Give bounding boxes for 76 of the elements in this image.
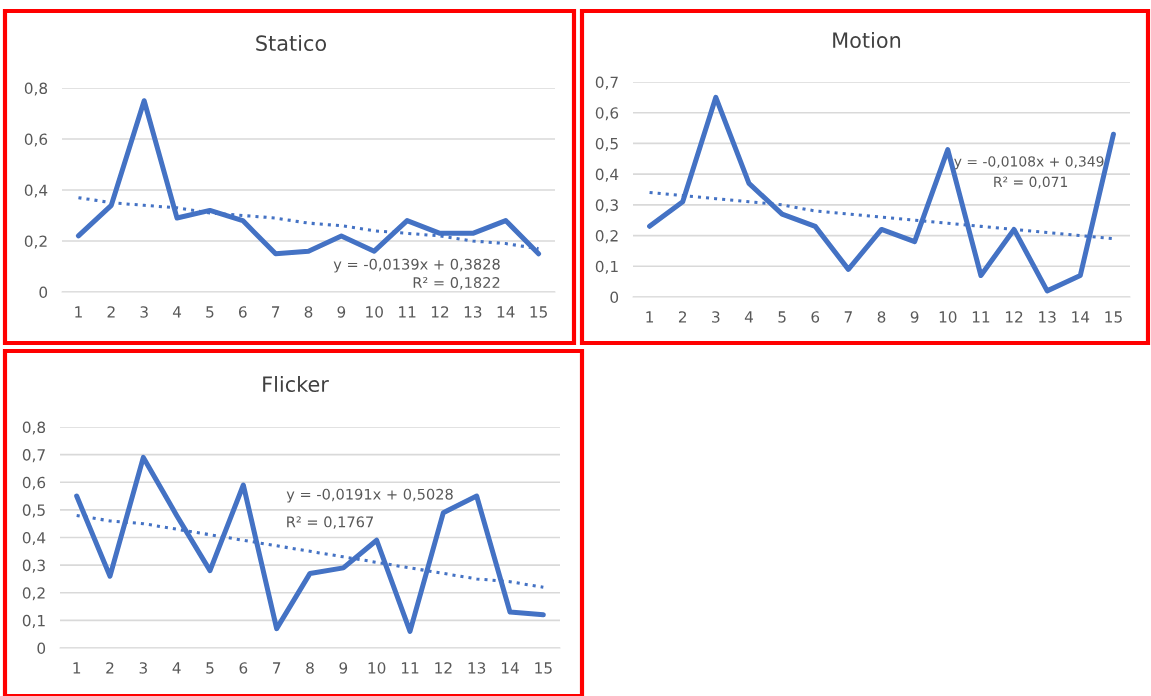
x-tick-label: 10 — [939, 311, 957, 323]
x-tick-label: 12 — [1005, 311, 1023, 323]
y-tick-label: 0,4 — [22, 531, 46, 546]
x-tick-label: 11 — [399, 306, 416, 318]
x-tick-label: 6 — [811, 311, 820, 323]
x-tick-label: 9 — [910, 311, 919, 323]
annotation: y = -0,0191x + 0,5028 — [286, 488, 453, 503]
y-tick-label: 0,2 — [22, 587, 45, 601]
x-tick-label: 13 — [1039, 311, 1056, 323]
x-tick-label: 13 — [464, 306, 482, 318]
y-tick-label: 0,8 — [22, 421, 46, 435]
x-tick-label: 9 — [337, 306, 346, 318]
y-tick-label: 0,6 — [22, 476, 46, 490]
x-tick-label: 15 — [1105, 311, 1122, 323]
y-tick-label: 0,5 — [22, 504, 45, 518]
y-tick-label: 0,3 — [22, 559, 45, 573]
x-tick-label: 5 — [206, 306, 214, 318]
y-tick-label: 0,6 — [24, 133, 48, 147]
y-tick-label: 0 — [37, 642, 46, 655]
x-tick-label: 11 — [972, 311, 990, 323]
x-tick-label: 6 — [238, 306, 247, 318]
x-tick-label: 2 — [106, 662, 114, 674]
chart-title: Flicker — [263, 375, 329, 393]
x-tick-label: 13 — [468, 662, 486, 674]
x-tick-label: 7 — [273, 662, 281, 674]
x-tick-label: 11 — [401, 662, 419, 674]
x-tick-label: 5 — [206, 662, 214, 674]
y-tick-label: 0,2 — [24, 235, 47, 249]
x-tick-label: 12 — [431, 306, 449, 318]
x-tick-label: 4 — [172, 662, 181, 674]
annotation: y = -0,0139x + 0,3828 — [333, 258, 500, 273]
y-tick-label: 0 — [610, 291, 619, 304]
x-tick-label: 12 — [435, 662, 452, 674]
y-tick-label: 0,3 — [595, 199, 618, 213]
x-tick-label: 1 — [75, 306, 82, 318]
x-tick-label: 4 — [172, 306, 182, 318]
y-tick-label: 0,5 — [595, 137, 618, 152]
x-tick-label: 6 — [239, 662, 248, 674]
y-tick-label: 0,4 — [24, 184, 48, 198]
y-tick-label: 0,1 — [595, 260, 618, 274]
annotation: R² = 0,1822 — [413, 277, 500, 290]
x-tick-label: 2 — [678, 311, 687, 323]
y-tick-label: 0,1 — [22, 614, 45, 628]
x-tick-label: 15 — [535, 662, 552, 674]
y-tick-label: 0,6 — [595, 107, 619, 121]
x-tick-label: 5 — [778, 311, 786, 323]
y-tick-label: 0,7 — [595, 76, 618, 90]
x-tick-label: 7 — [272, 306, 280, 318]
x-tick-label: 9 — [339, 662, 348, 674]
chart-title: Motion — [833, 31, 901, 49]
x-tick-label: 3 — [712, 311, 720, 323]
x-tick-label: 7 — [844, 311, 852, 323]
x-tick-label: 10 — [368, 662, 386, 674]
x-tick-label: 1 — [646, 311, 654, 323]
x-tick-label: 8 — [304, 306, 313, 318]
x-tick-label: 1 — [73, 662, 81, 674]
y-tick-label: 0,7 — [22, 449, 45, 463]
annotation: R² = 0,1767 — [287, 516, 373, 529]
x-tick-label: 4 — [744, 311, 753, 323]
x-tick-label: 8 — [306, 662, 314, 674]
x-tick-label: 3 — [140, 306, 148, 318]
annotation: y = -0,0108x + 0,349 — [954, 156, 1104, 170]
x-tick-label: 8 — [877, 311, 886, 323]
x-tick-label: 15 — [530, 306, 547, 318]
x-tick-label: 14 — [501, 662, 519, 674]
y-tick-label: 0,4 — [595, 168, 619, 182]
y-tick-label: 0,8 — [24, 82, 48, 96]
y-tick-label: 0 — [39, 286, 48, 299]
x-tick-label: 14 — [1072, 311, 1090, 323]
x-tick-label: 10 — [366, 306, 383, 318]
y-tick-label: 0,2 — [595, 230, 618, 244]
x-tick-label: 14 — [497, 306, 515, 318]
x-tick-label: 3 — [139, 662, 147, 674]
chart-title: Statico — [256, 34, 327, 52]
x-tick-label: 2 — [107, 306, 115, 318]
annotation: R² = 0,071 — [994, 176, 1068, 189]
